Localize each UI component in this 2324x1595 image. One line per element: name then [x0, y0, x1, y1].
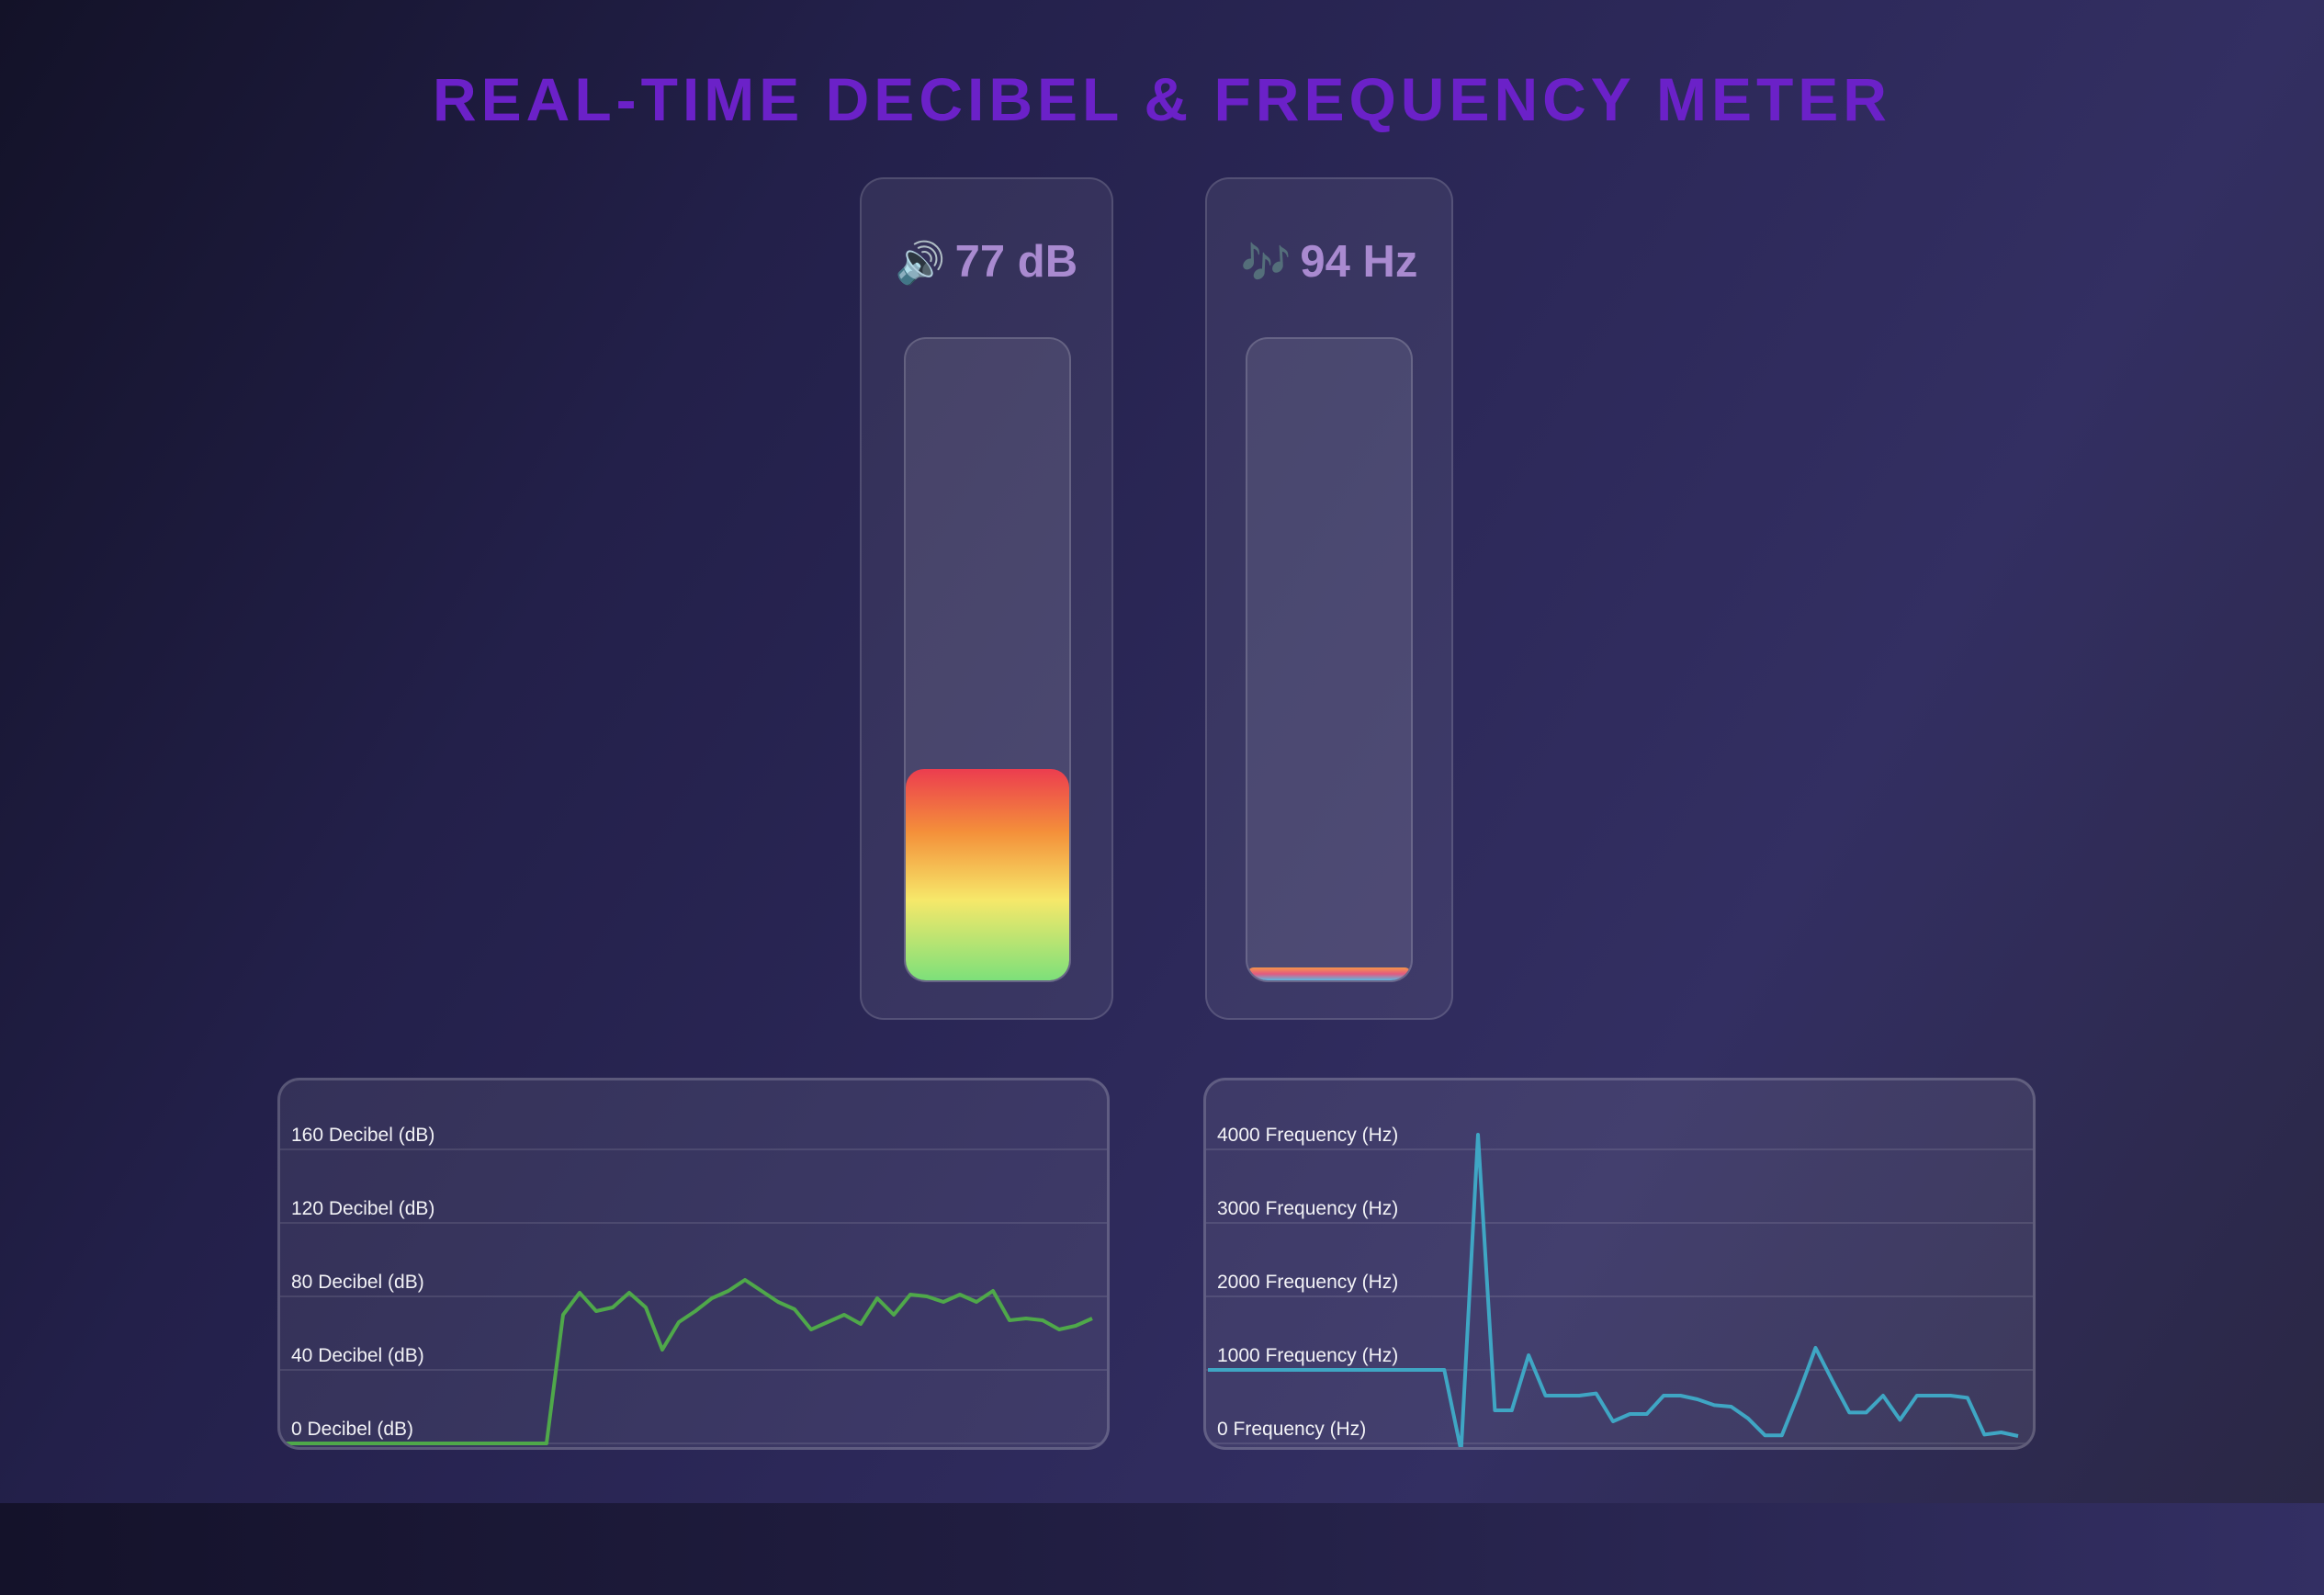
series-line — [282, 1278, 1093, 1445]
y-tick-label: 0 Decibel (dB) — [291, 1419, 413, 1440]
frequency-chart-svg: 0 Frequency (Hz) 1000 Frequency (Hz) 2000 … — [1206, 1125, 2033, 1447]
decibel-history-chart: 0 Decibel (dB) 40 Decibel (dB) 80 Decibel … — [277, 1078, 1110, 1450]
frequency-level-fill — [1247, 967, 1411, 980]
music-notes-icon: 🎶 — [1240, 241, 1292, 286]
page-title: REAL-TIME DECIBEL & FREQUENCY METER — [433, 65, 1891, 133]
y-tick-label: 40 Decibel (dB) — [291, 1345, 424, 1366]
y-tick-label: 4000 Frequency (Hz) — [1217, 1125, 1398, 1146]
decibel-readout: 🔊 77 dB — [862, 236, 1111, 288]
decibel-meter-card: 🔊 77 dB — [860, 177, 1113, 1020]
decibel-value: 77 dB — [954, 237, 1078, 287]
decibel-level-fill — [906, 769, 1069, 980]
app-background — [0, 0, 2324, 1503]
footer-band — [0, 1503, 2324, 1595]
y-tick-label: 1000 Frequency (Hz) — [1217, 1345, 1398, 1366]
y-tick-label: 80 Decibel (dB) — [291, 1272, 424, 1293]
series-line — [1208, 1133, 2019, 1447]
decibel-chart-svg: 0 Decibel (dB) 40 Decibel (dB) 80 Decibel … — [280, 1125, 1107, 1445]
y-tick-label: 0 Frequency (Hz) — [1217, 1419, 1366, 1440]
frequency-value: 94 Hz — [1300, 237, 1418, 287]
frequency-meter-card: 🎶 94 Hz — [1205, 177, 1453, 1020]
speaker-icon: 🔊 — [895, 241, 946, 286]
frequency-readout: 🎶 94 Hz — [1207, 236, 1451, 288]
y-tick-label: 120 Decibel (dB) — [291, 1198, 434, 1219]
decibel-level-bar — [904, 337, 1071, 982]
frequency-level-bar — [1246, 337, 1413, 982]
frequency-history-chart: 0 Frequency (Hz) 1000 Frequency (Hz) 2000 … — [1203, 1078, 2036, 1450]
y-tick-label: 3000 Frequency (Hz) — [1217, 1198, 1398, 1219]
y-tick-label: 160 Decibel (dB) — [291, 1125, 434, 1146]
y-tick-label: 2000 Frequency (Hz) — [1217, 1272, 1398, 1293]
